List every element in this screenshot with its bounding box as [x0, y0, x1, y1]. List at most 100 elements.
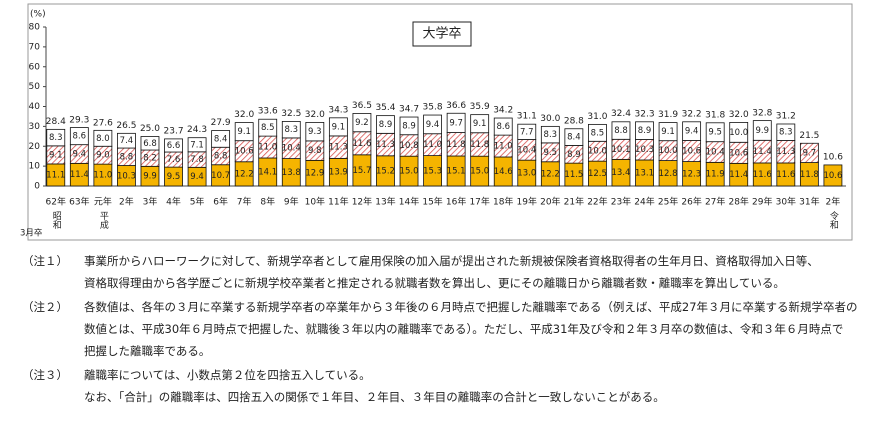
era-label: 平成 — [98, 211, 109, 230]
value-label: 12.2 — [235, 169, 254, 179]
value-label: 11.9 — [706, 170, 725, 180]
bar-segment — [117, 132, 136, 149]
x-tick-label: 24年 — [634, 196, 654, 208]
x-tick-label: 62年 — [46, 196, 66, 208]
x-tick-label: 22年 — [587, 196, 607, 208]
note-line: 各数値は、各年の３月に卒業する新規学卒者の卒業年から３年後の６月時点で把握した離… — [84, 300, 858, 314]
value-label: 15.0 — [400, 167, 419, 177]
value-label: 9.7 — [803, 148, 817, 158]
total-label: 32.5 — [281, 109, 301, 119]
value-label: 8.4 — [567, 133, 581, 143]
total-label: 31.9 — [658, 110, 678, 120]
bar-segment — [305, 122, 325, 142]
bar-segment — [823, 164, 843, 187]
value-label: 9.5 — [544, 148, 558, 158]
total-label: 32.2 — [682, 110, 702, 120]
value-label: 10.7 — [211, 171, 230, 181]
x-tick-label: 元年 — [94, 196, 112, 208]
value-label: 9.4 — [426, 120, 440, 130]
value-label: 6.6 — [167, 141, 181, 151]
total-label: 31.8 — [705, 110, 725, 120]
note-line: 数値とは、平成30年６月時点で把握した、就職後３年以内の離職率である）。ただし、… — [84, 322, 844, 336]
y-tick-label: 20 — [29, 142, 41, 152]
value-label: 9.1 — [473, 119, 487, 129]
value-label: 10.6 — [682, 147, 701, 157]
total-label: 31.0 — [587, 112, 607, 122]
x-tick-label: 16年 — [446, 196, 466, 208]
y-tick-label: 70 — [29, 42, 41, 52]
value-label: 8.0 — [96, 134, 110, 144]
total-label: 27.6 — [93, 119, 113, 129]
bar-segment — [705, 122, 725, 143]
bar-segment — [93, 129, 113, 147]
note: （注１） 事業所からハローワークに対して、新規学卒者として雇用保険の加入届が提出さ… — [22, 250, 867, 294]
bar-segment — [211, 130, 231, 148]
value-label: 9.4 — [73, 150, 87, 160]
total-label: 28.8 — [564, 116, 584, 126]
bar-segment — [611, 121, 631, 140]
total-label: 32.0 — [305, 110, 325, 120]
x-tick-label: 21年 — [564, 196, 584, 208]
value-label: 9.3 — [308, 127, 322, 137]
x-tick-label: 2年 — [119, 196, 134, 208]
note-line: なお、「合計」の離職率は、四捨五入の関係で１年目、２年目、３年目の離職率の合計と… — [84, 390, 665, 404]
value-label: 11.8 — [800, 170, 819, 180]
value-label: 13.8 — [282, 168, 301, 178]
x-tick-label: 31年 — [799, 196, 819, 208]
value-label: 10.4 — [282, 144, 301, 154]
value-label: 13.1 — [635, 168, 654, 178]
y-tick-label: 60 — [29, 62, 41, 72]
value-label: 8.4 — [214, 134, 228, 144]
total-label: 34.2 — [493, 106, 513, 116]
value-label: 9.5 — [167, 172, 181, 182]
value-label: 8.3 — [285, 125, 299, 135]
value-label: 8.3 — [49, 133, 63, 143]
notes: （注１） 事業所からハローワークに対して、新規学卒者として雇用保険の加入届が提出さ… — [22, 250, 867, 410]
total-label: 34.7 — [399, 105, 419, 115]
value-label: 8.8 — [120, 152, 134, 162]
value-label: 12.5 — [588, 169, 607, 179]
note-line: 離職率については、小数点第２位を四捨五入している。 — [84, 368, 371, 382]
value-label: 8.5 — [261, 123, 275, 133]
value-label: 8.9 — [567, 150, 581, 160]
value-label: 7.4 — [120, 136, 134, 146]
value-label: 8.3 — [779, 128, 793, 138]
value-label: 10.0 — [588, 147, 607, 157]
value-label: 8.2 — [143, 154, 157, 164]
total-label: 31.1 — [517, 112, 537, 122]
total-label: 35.9 — [470, 102, 490, 112]
value-label: 8.5 — [591, 128, 605, 138]
x-tick-label: 23年 — [611, 196, 631, 208]
value-label: 14.6 — [494, 167, 513, 177]
value-label: 12.9 — [305, 169, 324, 179]
bar-segment — [187, 137, 207, 153]
value-label: 11.3 — [329, 143, 348, 153]
note-label: （注１） — [22, 254, 68, 268]
bar-segment — [352, 113, 372, 133]
total-label: 31.2 — [776, 111, 796, 121]
value-label: 12.2 — [541, 169, 560, 179]
value-label: 10.8 — [400, 141, 419, 151]
value-label: 9.4 — [190, 172, 204, 182]
x-tick-label: 14年 — [399, 196, 419, 208]
total-label: 34.3 — [328, 105, 348, 115]
bar-segment — [635, 121, 654, 140]
bar-segment — [752, 120, 772, 141]
x-tick-label: 3年 — [143, 196, 158, 208]
x-tick-label: 29年 — [752, 196, 772, 208]
total-label: 32.0 — [729, 110, 749, 120]
value-label: 11.3 — [776, 147, 795, 157]
y-tick-label: 80 — [29, 23, 41, 33]
bar-segment — [588, 123, 607, 142]
x-tick-label: 27年 — [705, 196, 725, 208]
value-label: 9.7 — [449, 118, 463, 128]
total-label: 29.3 — [69, 115, 89, 125]
y-tick-label: 10 — [29, 162, 41, 172]
y-axis-label: (%) — [30, 10, 46, 20]
bar-segment — [658, 122, 678, 142]
x-tick-label: 63年 — [69, 196, 89, 208]
value-label: 10.1 — [612, 145, 631, 155]
value-label: 9.9 — [756, 126, 770, 136]
value-label: 10.0 — [729, 128, 748, 138]
value-label: 8.3 — [544, 130, 558, 140]
